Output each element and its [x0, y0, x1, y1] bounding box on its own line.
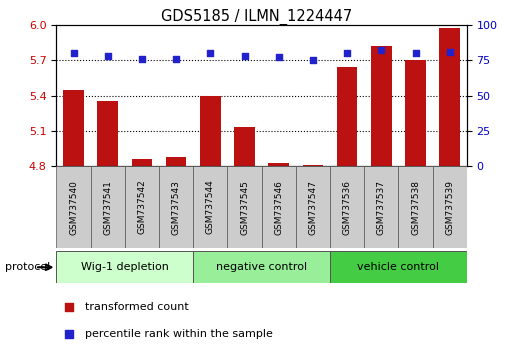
- Bar: [166, 157, 186, 166]
- Text: GSM737542: GSM737542: [137, 180, 146, 234]
- Bar: [330, 251, 467, 283]
- Bar: [399, 166, 432, 248]
- Text: GSM737536: GSM737536: [343, 179, 351, 235]
- Point: [343, 50, 351, 56]
- Bar: [125, 166, 159, 248]
- Bar: [440, 28, 460, 166]
- Text: GSM737543: GSM737543: [172, 179, 181, 235]
- Bar: [330, 166, 364, 248]
- Bar: [56, 166, 91, 248]
- Text: negative control: negative control: [216, 262, 307, 272]
- Point: [104, 53, 112, 59]
- Bar: [159, 166, 193, 248]
- Bar: [268, 163, 289, 166]
- Point: [241, 53, 249, 59]
- Text: GSM737541: GSM737541: [103, 179, 112, 235]
- Bar: [97, 102, 118, 166]
- Bar: [132, 159, 152, 166]
- Text: GSM737545: GSM737545: [240, 179, 249, 235]
- Bar: [337, 67, 358, 166]
- Text: GSM737547: GSM737547: [308, 179, 318, 235]
- Text: GSM737539: GSM737539: [445, 179, 454, 235]
- Text: GSM737538: GSM737538: [411, 179, 420, 235]
- Text: GSM737544: GSM737544: [206, 180, 215, 234]
- Bar: [91, 166, 125, 248]
- Bar: [200, 96, 221, 166]
- Text: GDS5185 / ILMN_1224447: GDS5185 / ILMN_1224447: [161, 9, 352, 25]
- Point: [411, 50, 420, 56]
- Point: [309, 57, 317, 63]
- Bar: [262, 166, 296, 248]
- Bar: [432, 166, 467, 248]
- Bar: [364, 166, 399, 248]
- Text: GSM737537: GSM737537: [377, 179, 386, 235]
- Text: GSM737546: GSM737546: [274, 179, 283, 235]
- Text: transformed count: transformed count: [85, 302, 189, 312]
- Bar: [193, 251, 330, 283]
- Bar: [405, 60, 426, 166]
- Text: GSM737540: GSM737540: [69, 179, 78, 235]
- Point: [69, 50, 77, 56]
- Bar: [296, 166, 330, 248]
- Bar: [63, 90, 84, 166]
- Point: [206, 50, 214, 56]
- Bar: [303, 165, 323, 166]
- Bar: [56, 251, 193, 283]
- Text: percentile rank within the sample: percentile rank within the sample: [85, 329, 273, 339]
- Bar: [371, 46, 391, 166]
- Point: [65, 304, 73, 310]
- Point: [446, 49, 454, 55]
- Bar: [193, 166, 227, 248]
- Point: [65, 331, 73, 336]
- Point: [377, 47, 385, 53]
- Point: [172, 56, 180, 62]
- Point: [274, 55, 283, 60]
- Text: Wig-1 depletion: Wig-1 depletion: [81, 262, 169, 272]
- Text: protocol: protocol: [5, 262, 50, 272]
- Point: [138, 56, 146, 62]
- Text: vehicle control: vehicle control: [358, 262, 440, 272]
- Bar: [227, 166, 262, 248]
- Bar: [234, 127, 255, 166]
